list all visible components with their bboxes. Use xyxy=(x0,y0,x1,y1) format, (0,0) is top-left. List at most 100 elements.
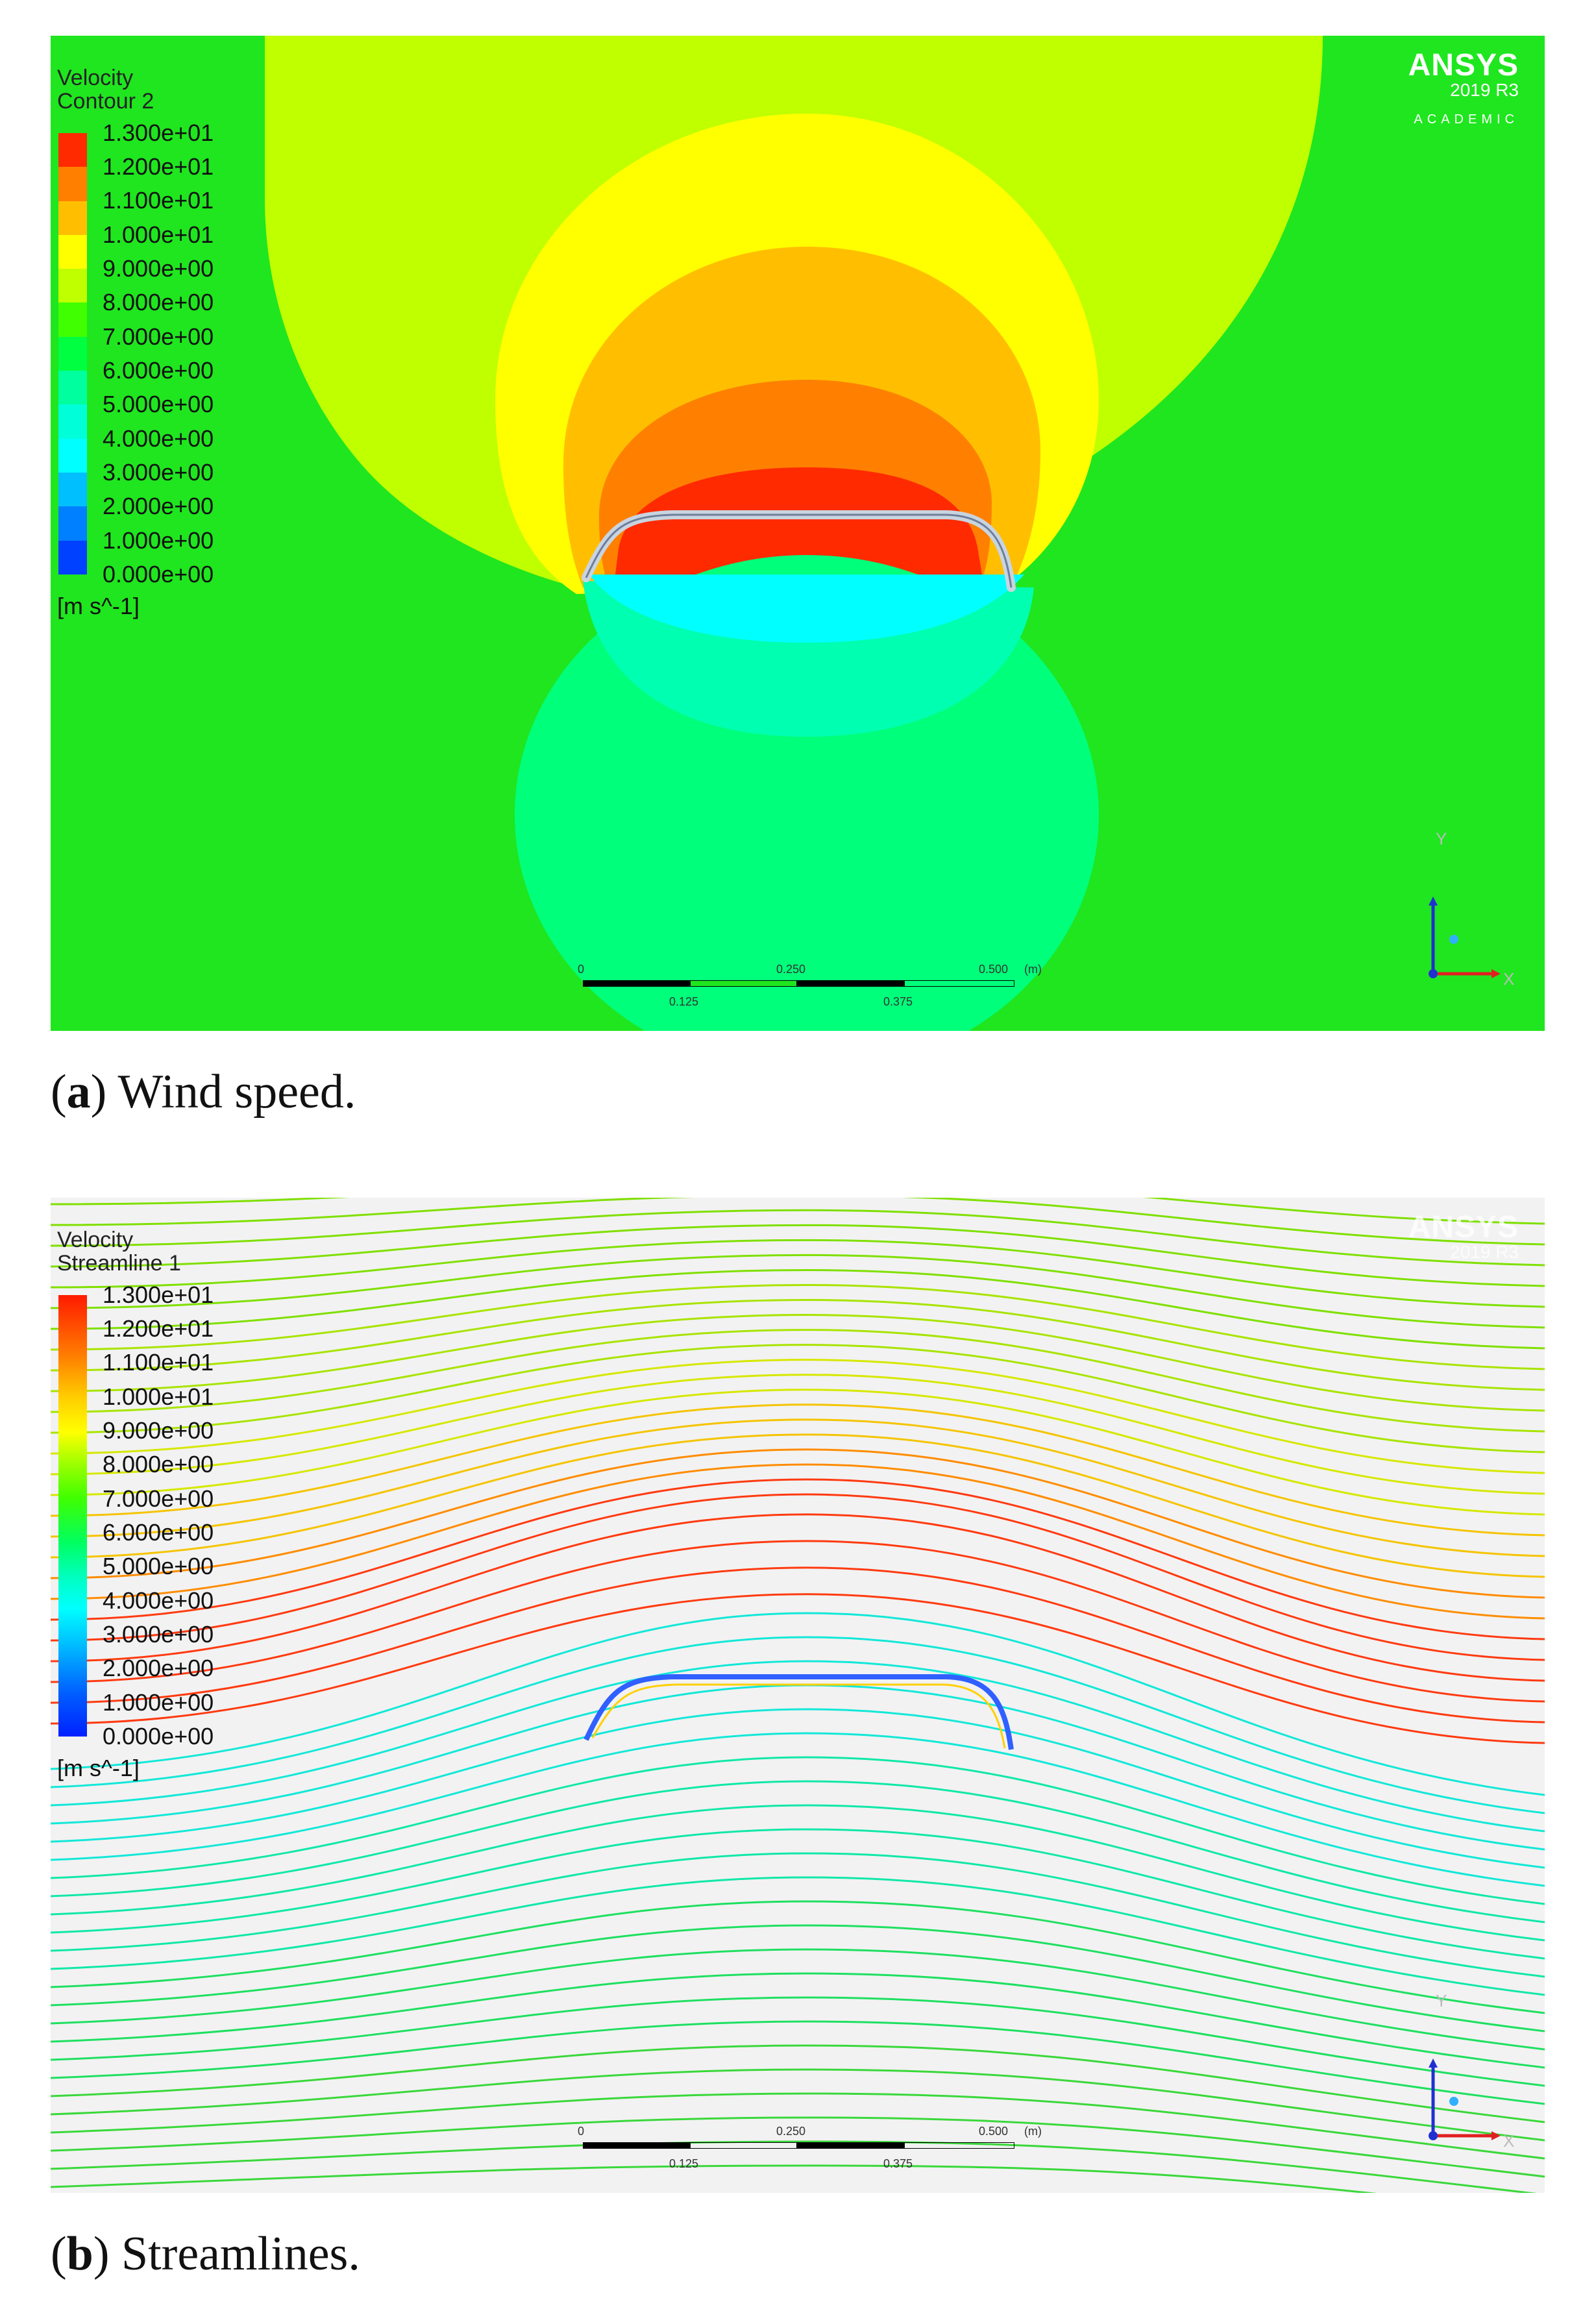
streamline xyxy=(51,1329,1545,1433)
streamline xyxy=(51,1828,1545,1960)
scale-label: 0.375 xyxy=(883,995,913,1008)
streamline xyxy=(51,2020,1545,2105)
streamline xyxy=(51,2092,1545,2160)
streamline xyxy=(51,1804,1545,1942)
legend-label: 7.000e+00 xyxy=(103,323,214,350)
streamline xyxy=(51,1448,1545,1599)
color-legend-bar xyxy=(58,1295,87,1737)
legend-label: 1.000e+00 xyxy=(103,1689,214,1716)
streamline xyxy=(51,1756,1545,1905)
streamline xyxy=(591,1683,1006,1749)
streamline xyxy=(51,1359,1545,1474)
ansys-logo: ANSYS xyxy=(1408,48,1519,82)
streamline xyxy=(51,2116,1545,2178)
streamline xyxy=(51,2164,1377,2193)
scale-label: 0.125 xyxy=(669,2157,699,2170)
streamline xyxy=(51,1636,1545,1814)
legend-label: 0.000e+00 xyxy=(103,1723,214,1749)
legend-label: 1.000e+01 xyxy=(103,221,214,248)
legend-label: 2.000e+00 xyxy=(103,493,214,519)
streamline xyxy=(51,1513,1545,1682)
streamline xyxy=(51,1198,1545,1225)
legend-label: 8.000e+00 xyxy=(103,1451,214,1477)
scale-label: 0 xyxy=(578,963,585,976)
legend-label: 5.000e+00 xyxy=(103,391,214,417)
axis-x-label: X xyxy=(1503,969,1515,989)
scale-label: 0.125 xyxy=(669,995,699,1008)
scale-bar xyxy=(583,980,1014,992)
streamline xyxy=(51,1493,1545,1661)
streamline xyxy=(51,1239,1545,1308)
streamline xyxy=(51,1660,1545,1833)
ansys-logo: ANSYS xyxy=(1408,1210,1519,1244)
legend-label: 6.000e+00 xyxy=(103,1519,214,1546)
streamline xyxy=(51,1254,1545,1329)
color-legend-bar xyxy=(58,133,87,575)
legend-label: 3.000e+00 xyxy=(103,459,214,486)
streamline xyxy=(51,1996,1545,2087)
streamline xyxy=(51,1433,1545,1578)
scale-label: 0.375 xyxy=(883,2157,913,2170)
streamline xyxy=(51,2068,1545,2142)
legend-label: 1.200e+01 xyxy=(103,1315,214,1342)
legend-label: 1.100e+01 xyxy=(103,187,214,214)
legend-unit: [m s^-1] xyxy=(57,593,140,619)
scale-label: 0.500 xyxy=(979,2125,1009,2138)
legend-label: 1.300e+01 xyxy=(103,119,214,146)
streamline xyxy=(51,1198,1545,1246)
scale-label: 0 xyxy=(578,2125,585,2138)
legend-label: 4.000e+00 xyxy=(103,1587,214,1614)
axis-triad-icon xyxy=(1429,2058,1501,2140)
streamline xyxy=(51,1948,1545,2051)
streamline xyxy=(51,1478,1545,1640)
legend-subtitle: Streamline 1 xyxy=(57,1251,181,1276)
legend-subtitle: Contour 2 xyxy=(57,89,154,114)
legend-label: 1.100e+01 xyxy=(103,1349,214,1376)
velocity-streamlines xyxy=(51,1198,1545,2193)
axis-y-label: Y xyxy=(1436,1991,1447,2010)
caption-text: Streamlines. xyxy=(121,2227,360,2281)
legend-label: 9.000e+00 xyxy=(103,1417,214,1444)
scale-label: (m) xyxy=(1024,963,1042,976)
legend-label: 8.000e+00 xyxy=(103,289,214,315)
scale-label: 0.250 xyxy=(776,2125,806,2138)
streamline xyxy=(51,1540,1545,1703)
streamline xyxy=(51,1403,1545,1537)
scale-label: 0.500 xyxy=(979,963,1009,976)
streamline xyxy=(51,1593,1545,1744)
streamline xyxy=(51,1283,1545,1370)
legend-label: 9.000e+00 xyxy=(103,255,214,282)
axis-x-label: X xyxy=(1503,2131,1515,2151)
axis-triad-icon xyxy=(1429,896,1501,978)
streamline xyxy=(51,1612,1545,1796)
streamline xyxy=(51,1374,1545,1495)
caption-b: (b) Streamlines. xyxy=(51,2227,360,2281)
streamline xyxy=(51,1900,1545,2014)
legend-label: 1.000e+00 xyxy=(103,527,214,554)
streamline xyxy=(51,1852,1545,1978)
streamline xyxy=(51,1732,1545,1887)
streamline xyxy=(51,1566,1545,1724)
legend-unit: [m s^-1] xyxy=(57,1755,140,1781)
scale-label: 0.250 xyxy=(776,963,806,976)
legend-label: 3.000e+00 xyxy=(103,1621,214,1648)
legend-label: 1.000e+01 xyxy=(103,1383,214,1410)
legend-label: 5.000e+00 xyxy=(103,1553,214,1579)
legend-label: 1.300e+01 xyxy=(103,1281,214,1308)
streamline xyxy=(51,1463,1545,1620)
scale-label: (m) xyxy=(1024,2125,1042,2138)
caption-text: Wind speed. xyxy=(117,1065,356,1119)
streamline xyxy=(51,1209,1545,1267)
legend-label: 4.000e+00 xyxy=(103,425,214,452)
streamline xyxy=(51,1344,1545,1453)
streamline xyxy=(51,1224,1545,1287)
streamline xyxy=(51,1924,1545,2033)
legend-title: Velocity xyxy=(57,66,134,90)
contour-panel: Velocity Contour 2 1.300e+01 1.200e+01 1… xyxy=(51,36,1545,1031)
caption-letter: a xyxy=(66,1065,91,1119)
velocity-contour-field xyxy=(265,36,1323,1031)
legend-label: 6.000e+00 xyxy=(103,357,214,384)
streamline xyxy=(51,1418,1545,1557)
contour-band-13 xyxy=(615,467,982,575)
streamline xyxy=(51,1780,1545,1923)
